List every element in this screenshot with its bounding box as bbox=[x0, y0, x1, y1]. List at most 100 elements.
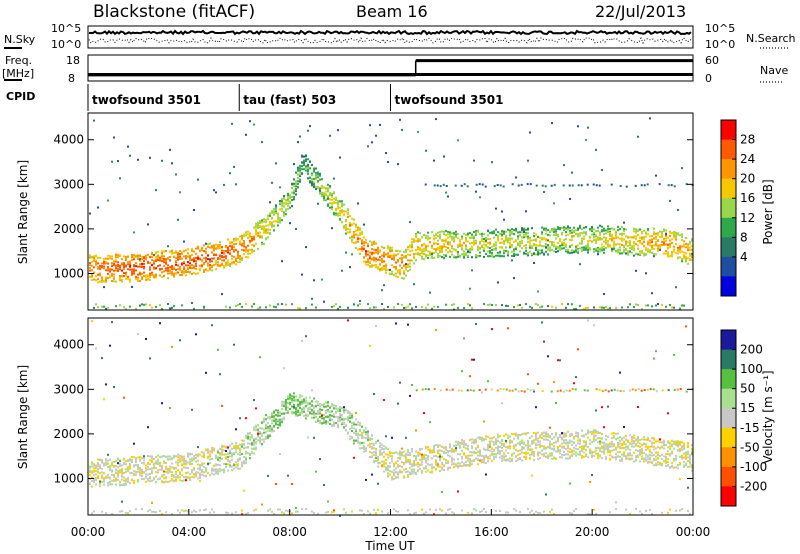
power-cell bbox=[611, 234, 613, 237]
power-cell bbox=[581, 240, 583, 243]
power-noise-cell bbox=[371, 141, 373, 144]
power-cell bbox=[303, 161, 305, 164]
velocity-cell bbox=[239, 457, 241, 460]
velocity-cell bbox=[331, 410, 333, 413]
power-cell bbox=[123, 268, 125, 270]
velocity-noise-cell bbox=[313, 436, 315, 439]
velocity-ground-cell bbox=[193, 509, 195, 512]
velocity-cell bbox=[211, 468, 213, 471]
velocity-cell bbox=[281, 412, 283, 415]
power-cell bbox=[109, 255, 111, 258]
power-cell bbox=[123, 263, 125, 265]
velocity-noise-cell bbox=[347, 319, 349, 322]
power-cell bbox=[515, 229, 517, 231]
power-noise-cell bbox=[293, 163, 295, 166]
power-cell bbox=[621, 234, 623, 237]
velocity-cell bbox=[189, 460, 191, 463]
power-cell bbox=[479, 241, 481, 244]
power-cell bbox=[137, 257, 139, 260]
velocity-noise-cell bbox=[191, 408, 193, 411]
velocity-cell bbox=[103, 477, 105, 480]
power-noise-cell bbox=[301, 273, 303, 276]
power-noise-cell bbox=[585, 138, 587, 141]
power-cell bbox=[681, 236, 683, 239]
power-cell bbox=[449, 235, 451, 238]
velocity-cell bbox=[255, 429, 257, 432]
power-cell bbox=[197, 245, 199, 248]
power-noise-cell bbox=[297, 141, 299, 144]
power-cell bbox=[367, 263, 369, 266]
power-cell bbox=[95, 275, 97, 278]
velocity-cell bbox=[425, 446, 427, 449]
power-cell bbox=[601, 225, 603, 228]
power-cell bbox=[327, 183, 329, 186]
velocity-cell bbox=[355, 423, 357, 426]
power-cell bbox=[99, 274, 101, 277]
velocity-cell bbox=[351, 424, 353, 427]
power-cell bbox=[369, 256, 371, 259]
velocity-cell bbox=[253, 447, 255, 450]
velocity-cell bbox=[95, 483, 97, 486]
velocity-noise-cell bbox=[291, 483, 293, 485]
power-cell bbox=[511, 245, 513, 248]
velocity-cell bbox=[281, 403, 283, 406]
power-cell bbox=[231, 244, 233, 247]
power-cell bbox=[465, 236, 467, 239]
velocity-cell bbox=[415, 463, 417, 466]
power-ground-cell bbox=[241, 305, 243, 308]
velocity-cell bbox=[373, 447, 375, 450]
velocity-cell bbox=[381, 448, 383, 451]
power-cell bbox=[617, 248, 619, 251]
power-cell bbox=[299, 175, 301, 177]
power-cell bbox=[605, 232, 607, 235]
velocity-cell bbox=[221, 469, 223, 472]
velocity-cell bbox=[277, 413, 279, 416]
power-cell bbox=[477, 245, 479, 248]
power-ground-cell bbox=[369, 307, 371, 310]
power-cell bbox=[483, 250, 485, 252]
power-cell bbox=[143, 275, 145, 278]
velocity-cell bbox=[447, 468, 449, 471]
velocity-cell bbox=[105, 461, 107, 464]
power-cell bbox=[383, 265, 385, 267]
power-band-cell bbox=[481, 183, 484, 186]
power-cell bbox=[555, 251, 557, 253]
power-band-cell bbox=[433, 184, 436, 187]
power-cell bbox=[203, 270, 205, 273]
power-cell bbox=[445, 238, 447, 241]
power-cell bbox=[373, 242, 375, 245]
power-noise-cell bbox=[349, 266, 351, 269]
power-cell bbox=[251, 251, 253, 254]
power-cell bbox=[647, 250, 649, 253]
velocity-cell bbox=[171, 471, 173, 474]
velocity-cell bbox=[329, 423, 331, 425]
power-cell bbox=[125, 255, 127, 258]
power-cell bbox=[349, 224, 351, 227]
velocity-cell bbox=[195, 473, 197, 476]
velocity-noise-cell bbox=[257, 432, 259, 435]
velocity-cell bbox=[421, 471, 423, 474]
power-cell bbox=[617, 251, 619, 254]
power-noise-cell bbox=[311, 297, 313, 300]
power-cell bbox=[611, 233, 613, 236]
velocity-cell bbox=[425, 459, 427, 462]
velocity-noise-cell bbox=[185, 479, 187, 482]
power-cell bbox=[233, 243, 235, 246]
power-cell bbox=[371, 253, 373, 256]
power-cell bbox=[161, 267, 163, 270]
power-cell bbox=[283, 212, 285, 215]
power-cell bbox=[463, 250, 465, 253]
velocity-ground-cell bbox=[187, 510, 189, 513]
power-cell bbox=[269, 214, 271, 217]
power-cell bbox=[225, 257, 227, 260]
power-cell bbox=[353, 231, 355, 234]
velocity-noise-cell bbox=[195, 333, 197, 336]
velocity-cell bbox=[337, 417, 339, 420]
power-cell bbox=[413, 262, 415, 265]
power-cell bbox=[263, 229, 265, 232]
velocity-cell bbox=[329, 406, 331, 409]
velocity-cell bbox=[189, 473, 191, 476]
power-ground-cell bbox=[257, 307, 259, 310]
power-cell bbox=[541, 237, 543, 240]
power-cell bbox=[595, 247, 597, 250]
